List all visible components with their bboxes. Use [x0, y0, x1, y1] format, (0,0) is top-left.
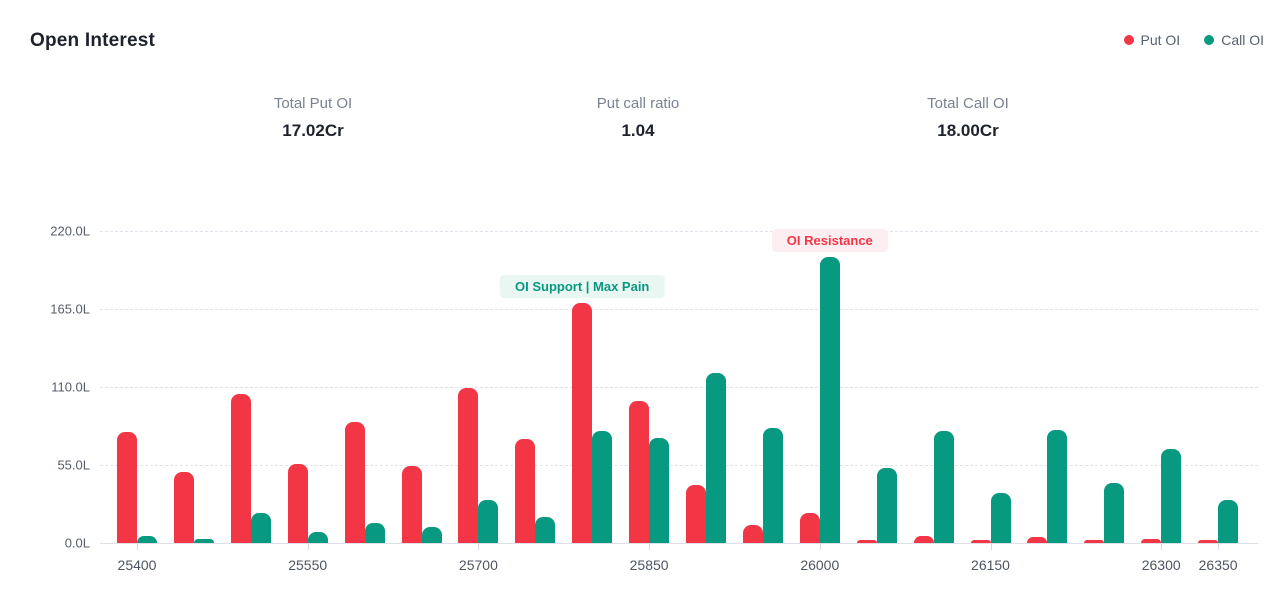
x-axis-tick-label: 25400 — [117, 557, 157, 573]
put-bar-26000[interactable] — [799, 513, 820, 543]
x-axis-tick-label: 25850 — [629, 557, 669, 573]
legend-item-call-oi[interactable]: Call OI — [1204, 32, 1264, 48]
y-axis-tick-label: 0.0L — [64, 535, 90, 551]
x-axis-tick — [1161, 544, 1163, 550]
call-bar-26050[interactable] — [876, 468, 897, 543]
put-bar-26150[interactable] — [970, 540, 991, 543]
put-bar-26250[interactable] — [1084, 540, 1105, 543]
put-bar-25600[interactable] — [344, 422, 365, 543]
call-bar-26200[interactable] — [1047, 430, 1068, 543]
call-bar-25550[interactable] — [307, 532, 328, 543]
x-axis-tick-label: 25700 — [458, 557, 498, 573]
x-axis-tick — [137, 544, 138, 550]
y-gridline — [100, 387, 1258, 388]
x-axis-tick — [1218, 544, 1220, 550]
put-bar-26300[interactable] — [1141, 539, 1162, 543]
put-bar-25450[interactable] — [173, 472, 194, 543]
x-axis-tick — [819, 544, 821, 550]
x-axis-tick — [478, 544, 480, 550]
y-axis-tick-label: 55.0L — [57, 457, 90, 473]
stat-value: 18.00Cr — [937, 121, 999, 140]
stat-value: 1.04 — [621, 121, 655, 140]
y-gridline — [100, 309, 1258, 310]
y-gridline — [100, 231, 1258, 232]
call-bar-25500[interactable] — [250, 513, 271, 543]
stat-label: Total Put OI — [273, 95, 353, 112]
chart-legend: Put OI Call OI — [1123, 32, 1264, 48]
put-bar-25400[interactable] — [117, 432, 137, 543]
stat-value: 17.02Cr — [282, 121, 344, 140]
call-bar-26000[interactable] — [819, 257, 840, 543]
put-bar-25500[interactable] — [230, 394, 251, 543]
call-bar-26250[interactable] — [1104, 483, 1125, 543]
call-bar-26150[interactable] — [990, 493, 1011, 543]
oi-support-max-pain-annotation: OI Support | Max Pain — [500, 275, 665, 299]
put-bar-25850[interactable] — [629, 401, 650, 543]
call-bar-25850[interactable] — [649, 438, 670, 543]
x-axis-tick-label: 26300 — [1141, 557, 1181, 573]
y-axis-tick-label: 165.0L — [50, 301, 90, 317]
page-title: Open Interest — [30, 30, 156, 51]
put-bar-26200[interactable] — [1027, 537, 1048, 543]
call-bar-25950[interactable] — [762, 428, 783, 543]
put-bar-26100[interactable] — [913, 536, 934, 543]
put-bar-25550[interactable] — [287, 464, 308, 543]
put-legend-dot-icon — [1123, 35, 1134, 45]
call-bar-25900[interactable] — [706, 373, 726, 543]
put-bar-25950[interactable] — [742, 525, 763, 543]
x-axis-tick — [990, 544, 992, 550]
y-axis-tick-label: 110.0L — [51, 379, 90, 395]
y-axis-tick-label: 220.0L — [50, 223, 90, 239]
put-bar-26350[interactable] — [1198, 540, 1219, 543]
legend-label-put-oi: Put OI — [1140, 32, 1181, 48]
x-axis-tick-label: 26000 — [800, 557, 840, 573]
stat-label: Total Call OI — [927, 95, 1009, 112]
call-bar-25400[interactable] — [137, 536, 157, 543]
put-bar-25700[interactable] — [458, 388, 479, 543]
call-bar-26350[interactable] — [1218, 500, 1239, 543]
stat-total-put-oi: Total Put OI 17.02Cr — [274, 95, 352, 141]
call-legend-dot-icon — [1204, 35, 1215, 45]
put-bar-25800[interactable] — [572, 303, 593, 543]
x-axis-tick — [307, 544, 309, 550]
call-bar-25750[interactable] — [535, 517, 556, 543]
call-bar-26300[interactable] — [1161, 449, 1182, 543]
legend-label-call-oi: Call OI — [1221, 32, 1264, 48]
call-bar-25800[interactable] — [592, 431, 613, 543]
stat-total-call-oi: Total Call OI 18.00Cr — [927, 95, 1009, 141]
call-bar-25700[interactable] — [478, 500, 499, 543]
oi-resistance-annotation: OI Resistance — [771, 228, 888, 252]
y-gridline — [100, 465, 1258, 466]
call-bar-25600[interactable] — [364, 523, 385, 543]
call-bar-25650[interactable] — [421, 527, 442, 543]
call-bar-26100[interactable] — [933, 431, 954, 543]
x-axis-tick-label: 26350 — [1198, 557, 1238, 573]
put-bar-26050[interactable] — [856, 540, 877, 543]
x-axis-tick-label: 25550 — [288, 557, 328, 573]
put-bar-25900[interactable] — [686, 485, 706, 543]
put-bar-25650[interactable] — [401, 466, 422, 543]
call-bar-25450[interactable] — [193, 539, 214, 543]
x-axis-tick-label: 26150 — [971, 557, 1010, 573]
put-bar-25750[interactable] — [515, 439, 536, 543]
stat-label: Put call ratio — [596, 95, 680, 112]
stat-put-call-ratio: Put call ratio 1.04 — [597, 95, 680, 141]
legend-item-put-oi[interactable]: Put OI — [1123, 32, 1181, 48]
x-axis-tick — [649, 544, 651, 550]
x-axis-line — [100, 543, 1258, 544]
